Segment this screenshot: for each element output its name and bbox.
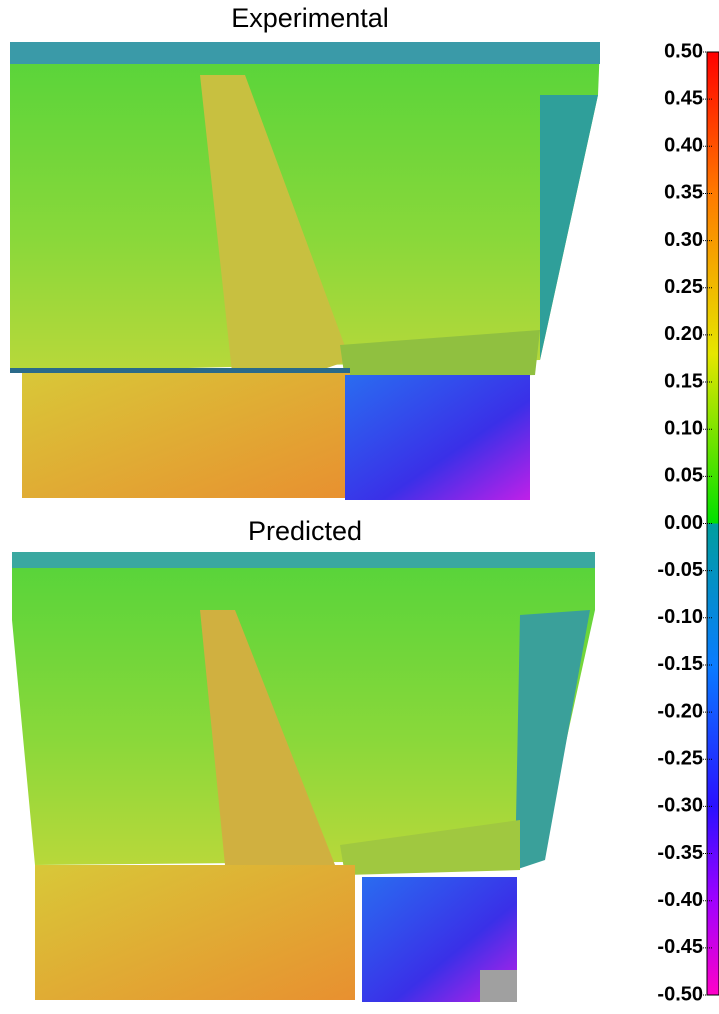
colorbar (707, 52, 719, 995)
colorbar-tick-label: 0.30 (664, 229, 703, 251)
predicted-render (12, 552, 595, 1002)
colorbar-tick-label: -0.50 (657, 983, 703, 1005)
colorbar-tick-label: 0.20 (664, 323, 703, 345)
colorbar-tick-label: 0.10 (664, 417, 703, 439)
figure: Experimental Predicted 0.50 0.45 0.40 0.35 0… (0, 0, 719, 1009)
colorbar-tick-label: -0.20 (657, 700, 703, 722)
panel-title: Predicted (248, 516, 362, 546)
panel-title: Experimental (231, 3, 389, 33)
colorbar-tick-label: 0.40 (664, 135, 703, 157)
colorbar-tick-label: 0.15 (664, 370, 703, 392)
colorbar-tick-label: -0.45 (657, 936, 703, 958)
colorbar-tick-label: -0.35 (657, 842, 703, 864)
colorbar-tick-label: -0.05 (657, 559, 703, 581)
colorbar-tick-label: -0.15 (657, 653, 703, 675)
colorbar-tick-label: -0.25 (657, 748, 703, 770)
colorbar-tick-label: 0.25 (664, 276, 703, 298)
colorbar-tick-label: -0.30 (657, 795, 703, 817)
colorbar-tick-label: -0.40 (657, 889, 703, 911)
colorbar-tick-label: 0.05 (664, 465, 703, 487)
colorbar-tick-label: 0.00 (664, 512, 703, 534)
colorbar-tick-label: -0.10 (657, 606, 703, 628)
colorbar-tick-label: 0.45 (664, 87, 703, 109)
experimental-render (10, 42, 600, 500)
colorbar-tick-label: 0.35 (664, 182, 703, 204)
colorbar-tick-label: 0.50 (664, 40, 703, 62)
